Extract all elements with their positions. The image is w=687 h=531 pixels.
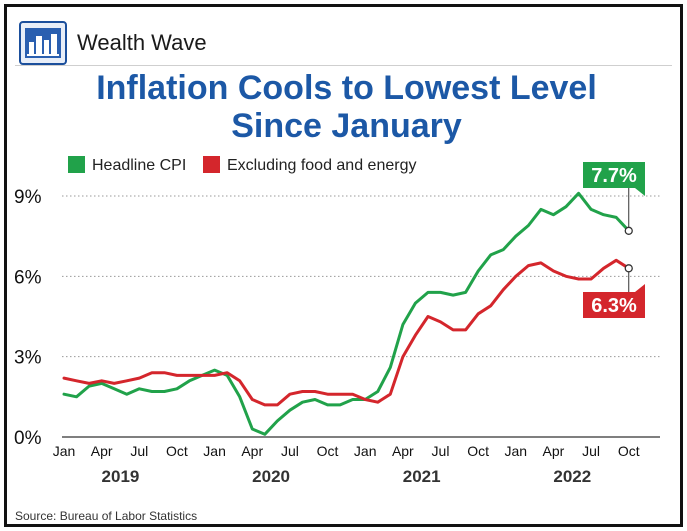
legend-label: Excluding food and energy — [227, 157, 416, 174]
x-tick-label: Jan — [354, 443, 377, 459]
x-tick-label: Apr — [543, 443, 565, 459]
end-label: 7.7% — [591, 165, 637, 187]
x-tick-label: Oct — [467, 443, 489, 459]
x-tick-label: Oct — [166, 443, 188, 459]
series-line-headline-cpi — [62, 191, 631, 436]
legend-swatch — [68, 156, 85, 173]
series-line-core-cpi — [62, 258, 631, 407]
chart-title-line-1: Inflation Cools to Lowest Level — [96, 69, 597, 107]
brand-name: Wealth Wave — [77, 30, 207, 55]
x-tick-label: Oct — [317, 443, 339, 459]
x-tick-label: Jul — [281, 443, 299, 459]
year-label: 2020 — [252, 467, 290, 486]
x-tick-label: Jul — [432, 443, 450, 459]
end-point-marker — [624, 226, 633, 235]
city-skyline-icon — [19, 21, 67, 65]
x-tick-label: Apr — [241, 443, 263, 459]
y-tick-label: 6% — [14, 267, 42, 288]
end-label-pointer — [635, 284, 645, 292]
x-tick-label: Jan — [203, 443, 226, 459]
y-tick-label: 9% — [14, 187, 42, 208]
source-note: Source: Bureau of Labor Statistics — [15, 509, 198, 523]
legend-swatch — [203, 156, 220, 173]
chart-title-line-2: Since January — [231, 107, 462, 145]
chart-frame: Wealth Wave Inflation Cools to Lowest Le… — [4, 4, 683, 527]
legend-label: Headline CPI — [92, 157, 186, 174]
x-tick-label: Jul — [130, 443, 148, 459]
end-label-box — [583, 162, 645, 188]
x-tick-label: Oct — [618, 443, 640, 459]
year-label: 2021 — [403, 467, 441, 486]
y-tick-label: 0% — [14, 428, 42, 449]
x-tick-label: Jan — [505, 443, 528, 459]
y-tick-label: 3% — [14, 348, 42, 369]
year-label: 2022 — [553, 467, 591, 486]
end-label-pointer — [635, 188, 645, 196]
x-tick-label: Jan — [53, 443, 76, 459]
x-tick-label: Jul — [582, 443, 600, 459]
x-tick-label: Apr — [392, 443, 414, 459]
x-tick-label: Apr — [91, 443, 113, 459]
end-point-marker — [624, 264, 633, 273]
year-label: 2019 — [102, 467, 140, 486]
end-label-box — [583, 292, 645, 318]
brand: Wealth Wave — [19, 21, 207, 65]
header-divider — [15, 65, 672, 66]
chart-title: Inflation Cools to Lowest Level Since Ja… — [7, 69, 686, 145]
end-label: 6.3% — [591, 295, 637, 317]
